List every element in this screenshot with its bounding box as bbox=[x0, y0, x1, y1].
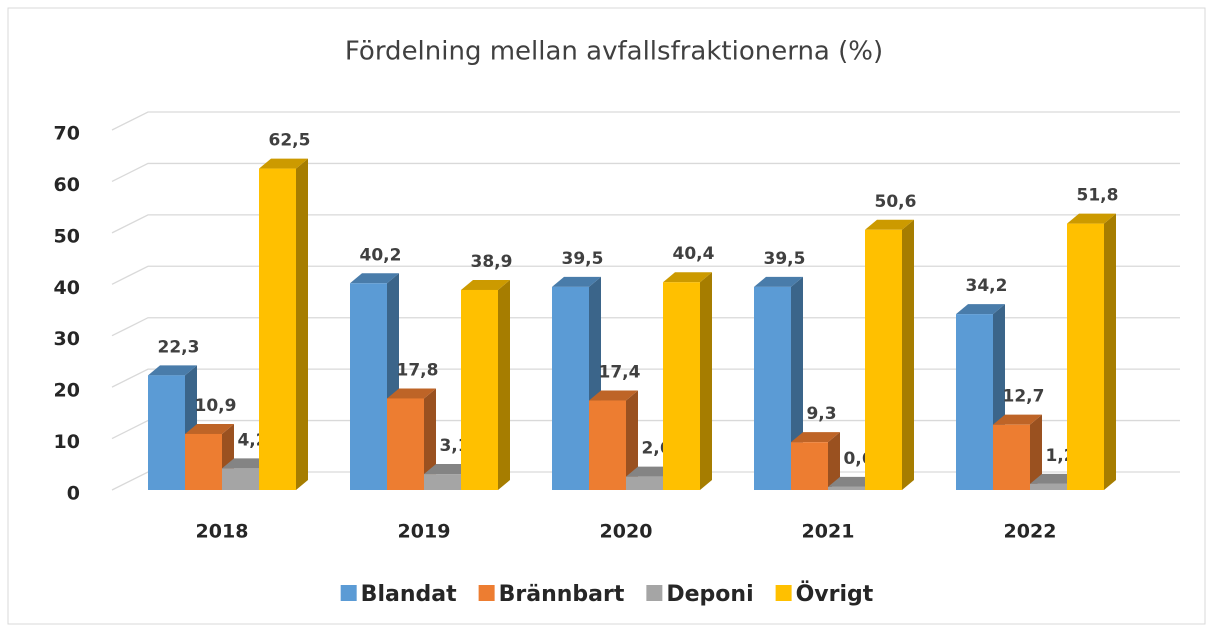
bar bbox=[1030, 483, 1067, 490]
bar bbox=[589, 400, 626, 490]
legend-swatch bbox=[646, 585, 663, 601]
data-label: 39,5 bbox=[764, 249, 806, 269]
bar-top bbox=[259, 158, 308, 169]
bar-top bbox=[350, 273, 399, 284]
data-label: 40,2 bbox=[360, 245, 402, 265]
data-label: 10,9 bbox=[195, 396, 237, 416]
legend-label: Brännbart bbox=[499, 582, 625, 607]
x-tick-label: 2019 bbox=[398, 521, 451, 543]
bar-top bbox=[148, 365, 197, 376]
bar-top bbox=[626, 466, 675, 477]
data-label: 62,5 bbox=[269, 131, 311, 151]
bar bbox=[956, 314, 993, 490]
data-label: 12,7 bbox=[1003, 387, 1045, 407]
bar bbox=[148, 375, 185, 490]
bar-side bbox=[1104, 213, 1116, 490]
bar bbox=[828, 486, 865, 490]
bar bbox=[791, 442, 828, 490]
data-label: 38,9 bbox=[471, 252, 513, 272]
bar-top bbox=[663, 272, 712, 283]
chart-frame bbox=[7, 7, 1206, 625]
data-label: 40,4 bbox=[673, 244, 715, 264]
bar-top bbox=[791, 432, 840, 443]
bar-side bbox=[828, 432, 840, 490]
bar-top bbox=[865, 219, 914, 230]
data-label: 34,2 bbox=[966, 276, 1008, 296]
x-tick-label: 2022 bbox=[1004, 521, 1057, 543]
legend-swatch bbox=[478, 585, 495, 601]
y-tick-label: 70 bbox=[54, 123, 80, 145]
bar bbox=[222, 468, 259, 490]
data-label: 17,4 bbox=[599, 363, 641, 383]
bar-side bbox=[902, 219, 914, 490]
grid-line bbox=[111, 368, 1180, 388]
bar-top bbox=[185, 423, 234, 434]
bar-side bbox=[1030, 414, 1042, 490]
bar bbox=[552, 286, 589, 490]
bar-top bbox=[956, 304, 1005, 315]
data-label: 22,3 bbox=[158, 337, 200, 357]
bar-side bbox=[498, 279, 510, 490]
bar-top bbox=[424, 464, 473, 475]
bar-top bbox=[222, 458, 271, 469]
bar bbox=[1067, 223, 1104, 490]
y-tick-label: 40 bbox=[54, 277, 80, 299]
bar-top bbox=[828, 476, 877, 487]
legend-label: Övrigt bbox=[796, 581, 874, 607]
bar-top bbox=[754, 276, 803, 287]
legend-swatch bbox=[340, 585, 357, 601]
y-tick-label: 20 bbox=[54, 380, 80, 402]
bar bbox=[387, 398, 424, 490]
x-tick-label: 2018 bbox=[196, 521, 249, 543]
y-tick-label: 30 bbox=[54, 328, 80, 350]
data-label: 17,8 bbox=[397, 360, 439, 380]
bar-side bbox=[296, 158, 308, 491]
bar bbox=[993, 424, 1030, 490]
bar-top bbox=[461, 279, 510, 290]
bar bbox=[424, 474, 461, 490]
chart-title: Fördelning mellan avfallsfraktionerna (%… bbox=[345, 37, 883, 67]
bar bbox=[626, 476, 663, 490]
grid-line bbox=[111, 317, 1180, 337]
bar bbox=[185, 433, 222, 490]
bar bbox=[461, 289, 498, 490]
bar-top bbox=[552, 276, 601, 287]
bar bbox=[754, 286, 791, 490]
legend-label: Deponi bbox=[666, 582, 753, 607]
bar-top bbox=[993, 414, 1042, 425]
bar bbox=[350, 283, 387, 490]
legend-swatch bbox=[775, 585, 792, 601]
bar-side bbox=[424, 388, 436, 490]
y-tick-label: 0 bbox=[67, 483, 80, 505]
legend-label: Blandat bbox=[361, 582, 457, 607]
data-label: 50,6 bbox=[875, 192, 917, 212]
grid-line bbox=[111, 111, 1180, 131]
grid-line bbox=[111, 214, 1180, 234]
bar-side bbox=[700, 272, 712, 490]
data-label: 51,8 bbox=[1077, 186, 1119, 206]
x-tick-label: 2020 bbox=[600, 521, 653, 543]
y-tick-label: 60 bbox=[54, 174, 80, 196]
bar-top bbox=[1067, 213, 1116, 224]
x-tick-label: 2021 bbox=[802, 521, 855, 543]
data-label: 9,3 bbox=[806, 404, 836, 424]
bar-side bbox=[626, 390, 638, 490]
bar-top bbox=[589, 390, 638, 401]
y-tick-label: 10 bbox=[54, 431, 80, 453]
y-tick-label: 50 bbox=[54, 225, 80, 247]
bar-top bbox=[1030, 473, 1079, 484]
grid-line bbox=[111, 265, 1180, 285]
data-label: 39,5 bbox=[562, 249, 604, 269]
bar-top bbox=[387, 388, 436, 399]
grid-line bbox=[111, 162, 1180, 183]
bar bbox=[259, 168, 296, 491]
bar bbox=[663, 282, 700, 490]
bar bbox=[865, 229, 902, 490]
